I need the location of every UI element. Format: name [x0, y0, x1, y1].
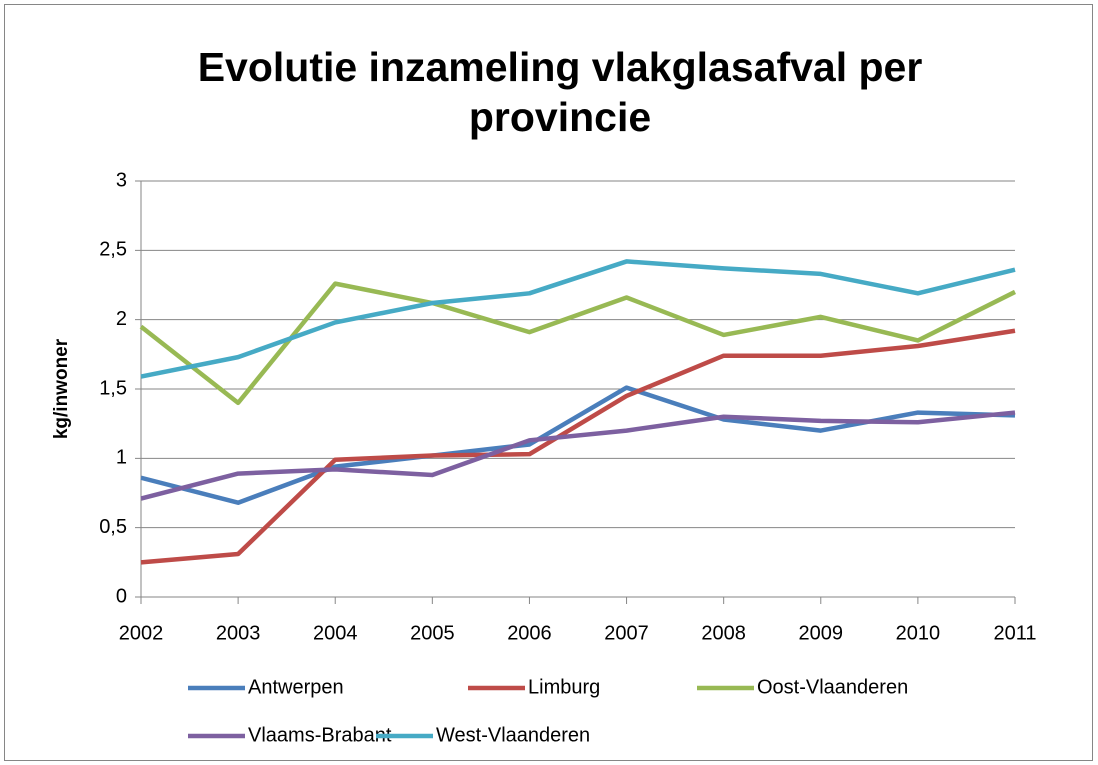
- x-tick-label: 2006: [507, 622, 552, 644]
- x-tick-label: 2005: [410, 622, 455, 644]
- x-tick-label: 2004: [313, 622, 358, 644]
- legend-label: Antwerpen: [248, 676, 344, 698]
- x-tick-label: 2009: [799, 622, 844, 644]
- x-tick-label: 2007: [604, 622, 649, 644]
- y-axis-label: kg/inwoner: [51, 338, 72, 439]
- legend-label: Oost-Vlaanderen: [757, 676, 908, 698]
- y-tick-label: 1: [116, 447, 127, 469]
- x-tick-label: 2003: [216, 622, 261, 644]
- series-line: [140, 259, 1016, 379]
- x-tick-label: 2008: [701, 622, 746, 644]
- y-tick-label: 0: [116, 585, 127, 607]
- y-tick-label: 2,5: [99, 239, 127, 261]
- x-tick-label: 2010: [896, 622, 941, 644]
- y-tick-label: 3: [116, 169, 127, 191]
- y-tick-label: 0,5: [99, 516, 127, 538]
- chart-border: [4, 4, 1093, 761]
- series-line: [140, 328, 1016, 565]
- y-tick-label: 1,5: [99, 377, 127, 399]
- y-tick-label: 2: [116, 308, 127, 330]
- x-tick-label: 2011: [993, 622, 1036, 644]
- series-line: [140, 410, 1016, 501]
- x-tick-label: 2002: [119, 622, 164, 644]
- legend-label: Limburg: [528, 676, 600, 698]
- series-line: [139, 281, 1017, 406]
- legend-label: Vlaams-Brabant: [248, 724, 392, 746]
- chart-title: Evolutie inzameling vlakglasafval per pr…: [197, 44, 923, 140]
- legend-label: West-Vlaanderen: [436, 724, 590, 746]
